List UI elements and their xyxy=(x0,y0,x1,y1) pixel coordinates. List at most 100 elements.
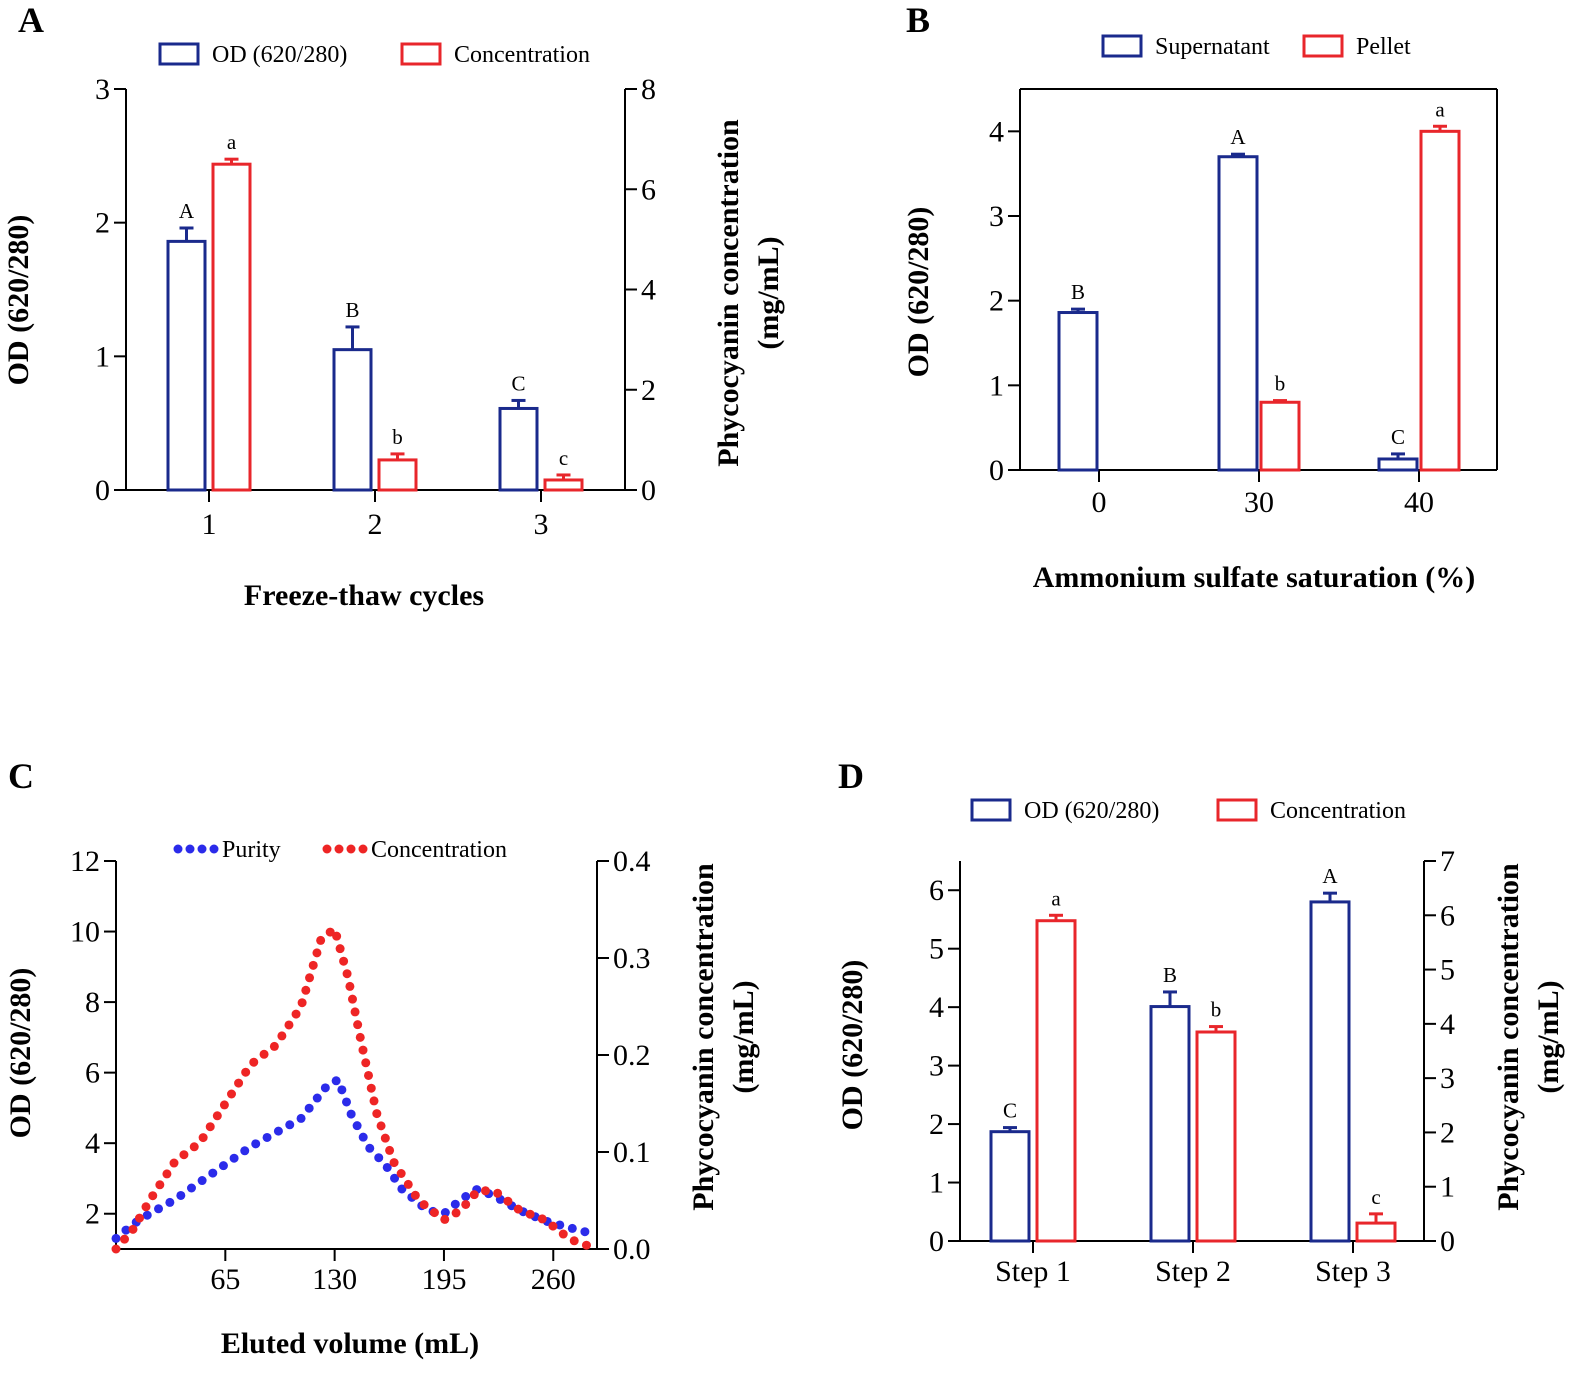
bar xyxy=(1149,1005,1191,1243)
data-point xyxy=(198,1133,208,1143)
data-point xyxy=(358,1045,368,1055)
data-point xyxy=(269,1041,279,1051)
data-point xyxy=(273,1126,283,1136)
bar xyxy=(1309,900,1351,1243)
legend-series-2-swatch-dot xyxy=(346,844,356,854)
legend-series-2-swatch xyxy=(1216,798,1258,822)
bar xyxy=(1377,457,1419,472)
data-point xyxy=(548,1221,558,1231)
data-point xyxy=(249,1057,259,1067)
data-point xyxy=(219,1100,229,1110)
data-point xyxy=(111,1244,121,1254)
x-tick-label: Step 2 xyxy=(1155,1255,1231,1288)
panel-letter: C xyxy=(8,756,34,796)
data-point xyxy=(308,960,318,970)
data-point xyxy=(374,1153,384,1163)
y2-tick-label: 3 xyxy=(1440,1062,1455,1095)
data-point xyxy=(335,944,345,954)
legend-series-1-label: OD (620/280) xyxy=(212,42,347,68)
data-point xyxy=(284,1020,294,1030)
y-tick-label: 4 xyxy=(85,1127,100,1160)
data-point xyxy=(469,1190,479,1200)
data-point xyxy=(525,1209,535,1219)
data-point xyxy=(337,1085,347,1095)
data-point xyxy=(169,1158,179,1168)
bar xyxy=(332,348,373,492)
legend-series-1-swatch xyxy=(1101,34,1143,58)
legend-series-2-swatch-dot xyxy=(322,844,332,854)
data-point xyxy=(241,1067,251,1077)
data-point xyxy=(385,1145,395,1155)
bar xyxy=(1057,311,1099,472)
y-tick-label: 8 xyxy=(85,986,100,1019)
x-tick-label: 260 xyxy=(531,1263,576,1296)
y2-tick-label: 0.1 xyxy=(613,1136,651,1169)
data-point xyxy=(403,1179,413,1189)
data-point xyxy=(291,1009,301,1019)
y-tick-label: 6 xyxy=(929,874,944,907)
legend-series-1-swatch-dot xyxy=(209,844,219,854)
data-point xyxy=(376,1121,386,1131)
significance-label: b xyxy=(1275,372,1286,396)
y2-axis-title-line2: (mg/mL) xyxy=(727,980,760,1093)
data-point xyxy=(353,1020,363,1030)
y2-tick-label: 5 xyxy=(1440,954,1455,987)
data-point xyxy=(352,1121,362,1131)
x-tick-label: 1 xyxy=(202,508,217,541)
y2-tick-label: 4 xyxy=(1440,1008,1455,1041)
data-point xyxy=(342,969,352,979)
y2-axis-title-line2: (mg/mL) xyxy=(752,236,785,349)
x-tick-label: 65 xyxy=(210,1263,240,1296)
significance-label: A xyxy=(1322,864,1338,888)
data-point xyxy=(345,981,355,991)
bar xyxy=(989,1130,1031,1243)
data-point xyxy=(332,931,342,941)
significance-label: A xyxy=(1230,125,1246,149)
data-point xyxy=(197,1176,207,1186)
legend-series-1-swatch xyxy=(970,798,1012,822)
legend-series-1-swatch xyxy=(158,42,200,66)
data-point xyxy=(493,1188,503,1198)
data-point xyxy=(218,1161,228,1171)
data-point xyxy=(380,1133,390,1143)
y-tick-label: 5 xyxy=(929,933,944,966)
panel-letter: A xyxy=(18,0,44,40)
data-point xyxy=(162,1169,172,1179)
data-point xyxy=(325,927,335,937)
data-point xyxy=(165,1197,175,1207)
y2-axis-title-line1: Phycocyanin concentration xyxy=(712,119,745,467)
y-tick-label: 2 xyxy=(929,1108,944,1141)
significance-label: b xyxy=(392,425,403,449)
data-point xyxy=(366,1083,376,1093)
y-tick-label: 3 xyxy=(929,1050,944,1083)
data-point xyxy=(155,1180,165,1190)
x-tick-label: 40 xyxy=(1404,486,1434,519)
y2-axis-title-line1: Phycocyanin concentration xyxy=(687,863,720,1211)
data-point xyxy=(320,1083,330,1093)
data-point xyxy=(341,1097,351,1107)
data-point xyxy=(558,1229,568,1239)
panel-c: 2 4 6 8 10 12 0.0 0.1 0.2 0.3 0.4 65 130 195 260 OD (62… xyxy=(4,756,760,1360)
data-point xyxy=(212,1111,222,1121)
data-point xyxy=(580,1227,590,1237)
data-point xyxy=(205,1122,215,1132)
data-point xyxy=(389,1158,399,1168)
x-tick-label: Step 3 xyxy=(1315,1255,1391,1288)
significance-label: B xyxy=(1163,963,1177,987)
data-point xyxy=(305,973,315,983)
data-point xyxy=(277,1031,287,1041)
data-point xyxy=(120,1234,130,1244)
y-axis-title: OD (620/280) xyxy=(902,207,935,378)
significance-label: A xyxy=(179,199,195,223)
y-tick-label: 0 xyxy=(929,1225,944,1258)
y-tick-label: 6 xyxy=(85,1057,100,1090)
y-tick-label: 3 xyxy=(989,200,1004,233)
bar xyxy=(1035,919,1077,1243)
x-axis-title: Ammonium sulfate saturation (%) xyxy=(1033,561,1476,594)
data-point xyxy=(567,1223,577,1233)
y-tick-label: 2 xyxy=(95,207,110,240)
panel-d: 0 1 2 3 4 5 6 0 1 2 3 4 5 6 7 Step 1 Step 2 Step 3 C B Aa b c O… xyxy=(836,756,1565,1288)
data-point xyxy=(189,1142,199,1152)
y-tick-label: 2 xyxy=(989,285,1004,318)
